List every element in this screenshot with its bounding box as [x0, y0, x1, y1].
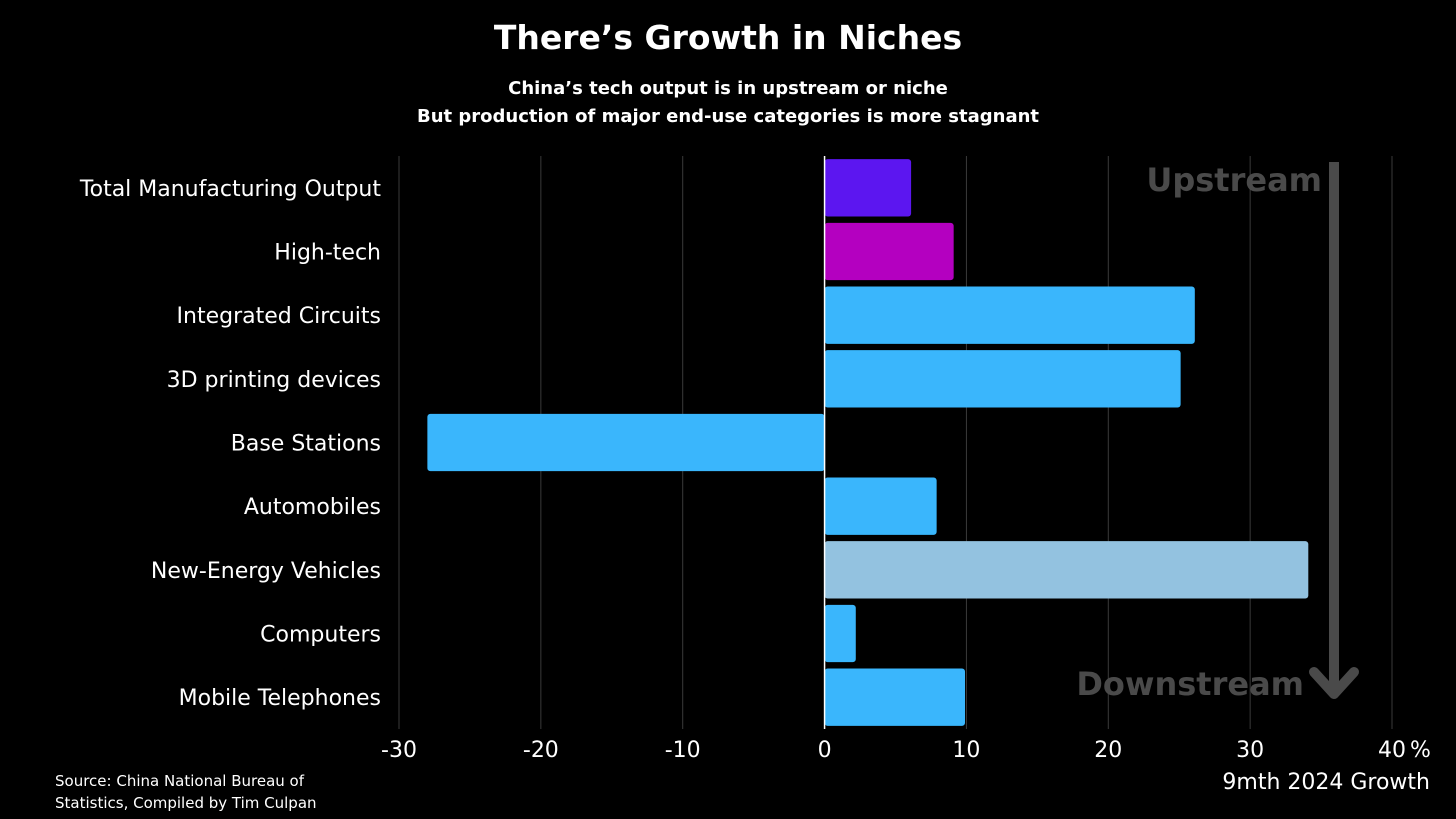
- x-axis-label: 9mth 2024 Growth: [1222, 770, 1430, 795]
- x-unit-label: %: [1410, 738, 1431, 763]
- category-label-7: New-Energy Vehicles: [151, 559, 381, 584]
- chart-subtitle-line-1: China’s tech output is in upstream or ni…: [508, 78, 948, 99]
- bar-2: [824, 222, 954, 281]
- category-label-9: Mobile Telephones: [179, 686, 381, 711]
- source-line-2: Statistics, Compiled by Tim Culpan: [55, 794, 317, 812]
- category-label-1: Total Manufacturing Output: [79, 177, 381, 202]
- bar-1: [824, 159, 912, 217]
- bar-7: [824, 541, 1309, 599]
- category-label-2: High-tech: [274, 241, 381, 266]
- x-tick-label-5: 20: [1094, 738, 1122, 763]
- chart-subtitle-line-2: But production of major end-use categori…: [416, 106, 1040, 127]
- x-tick-label-7: 40: [1378, 738, 1406, 763]
- x-tick-label-4: 10: [952, 738, 980, 763]
- x-tick-label-0: -30: [381, 738, 417, 763]
- x-tick-label-6: 30: [1236, 738, 1264, 763]
- category-label-5: Base Stations: [231, 432, 381, 457]
- bar-4: [824, 350, 1181, 408]
- annotation-upstream: Upstream: [1146, 161, 1322, 199]
- x-tick-label-2: -10: [665, 738, 701, 763]
- bar-5: [427, 413, 825, 472]
- bar-8: [824, 604, 856, 663]
- category-label-8: Computers: [260, 623, 381, 648]
- bar-3: [824, 286, 1195, 344]
- bar-9: [824, 668, 966, 726]
- category-label-6: Automobiles: [244, 495, 381, 520]
- bar-6: [824, 477, 937, 535]
- annotation-downstream: Downstream: [1076, 665, 1304, 703]
- annotation-arrow-head: [1309, 667, 1359, 699]
- chart-title: There’s Growth in Niches: [493, 18, 963, 57]
- x-tick-label-1: -20: [523, 738, 559, 763]
- source-note: Source: China National Bureau of Statist…: [55, 770, 385, 814]
- source-line-1: Source: China National Bureau of: [55, 772, 305, 790]
- x-tick-label-3: 0: [818, 738, 832, 763]
- category-label-4: 3D printing devices: [167, 368, 381, 393]
- category-label-3: Integrated Circuits: [177, 304, 381, 329]
